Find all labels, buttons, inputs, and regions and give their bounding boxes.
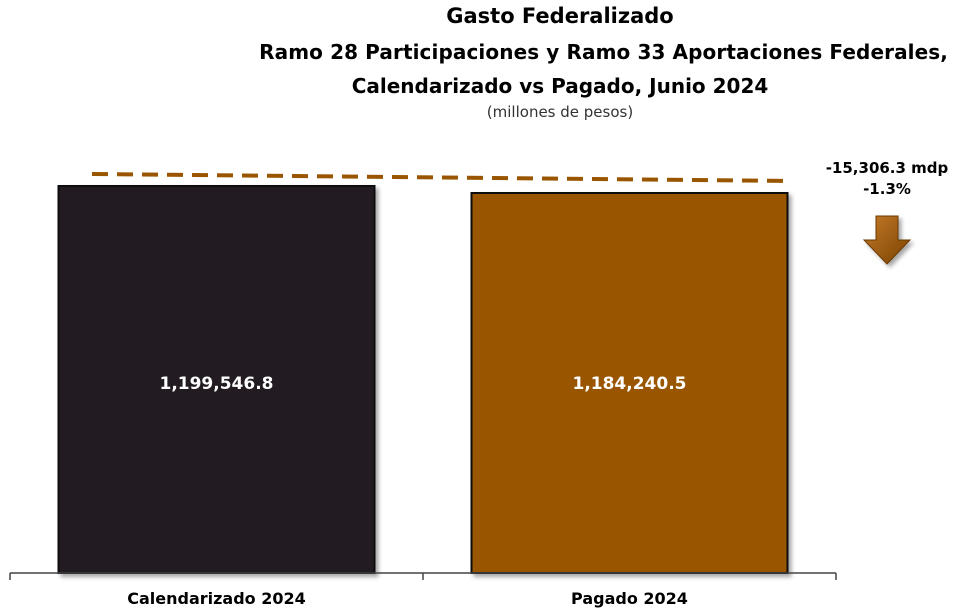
- chart-title: Gasto Federalizado: [446, 4, 674, 28]
- bar-value-label: 1,199,546.8: [159, 374, 273, 394]
- bar-calendarizado: [57, 185, 376, 574]
- chart-titles: Gasto Federalizado Ramo 28 Participacion…: [0, 0, 960, 130]
- difference-amount: -15,306.3 mdp: [826, 159, 949, 177]
- difference-percent: -1.3%: [863, 180, 911, 198]
- chart-title-line2: Ramo 28 Participaciones y Ramo 33 Aporta…: [259, 40, 948, 64]
- chart-title-line3: Calendarizado vs Pagado, Junio 2024: [351, 74, 769, 98]
- trend-dashed-line: [91, 172, 791, 183]
- bar-value-label: 1,184,240.5: [572, 374, 686, 394]
- down-arrow-icon: [862, 215, 912, 265]
- category-label: Pagado 2024: [571, 589, 688, 608]
- chart-subtitle: (millones de pesos): [486, 103, 634, 121]
- bar-pagado: [470, 192, 789, 574]
- category-label: Calendarizado 2024: [127, 589, 306, 608]
